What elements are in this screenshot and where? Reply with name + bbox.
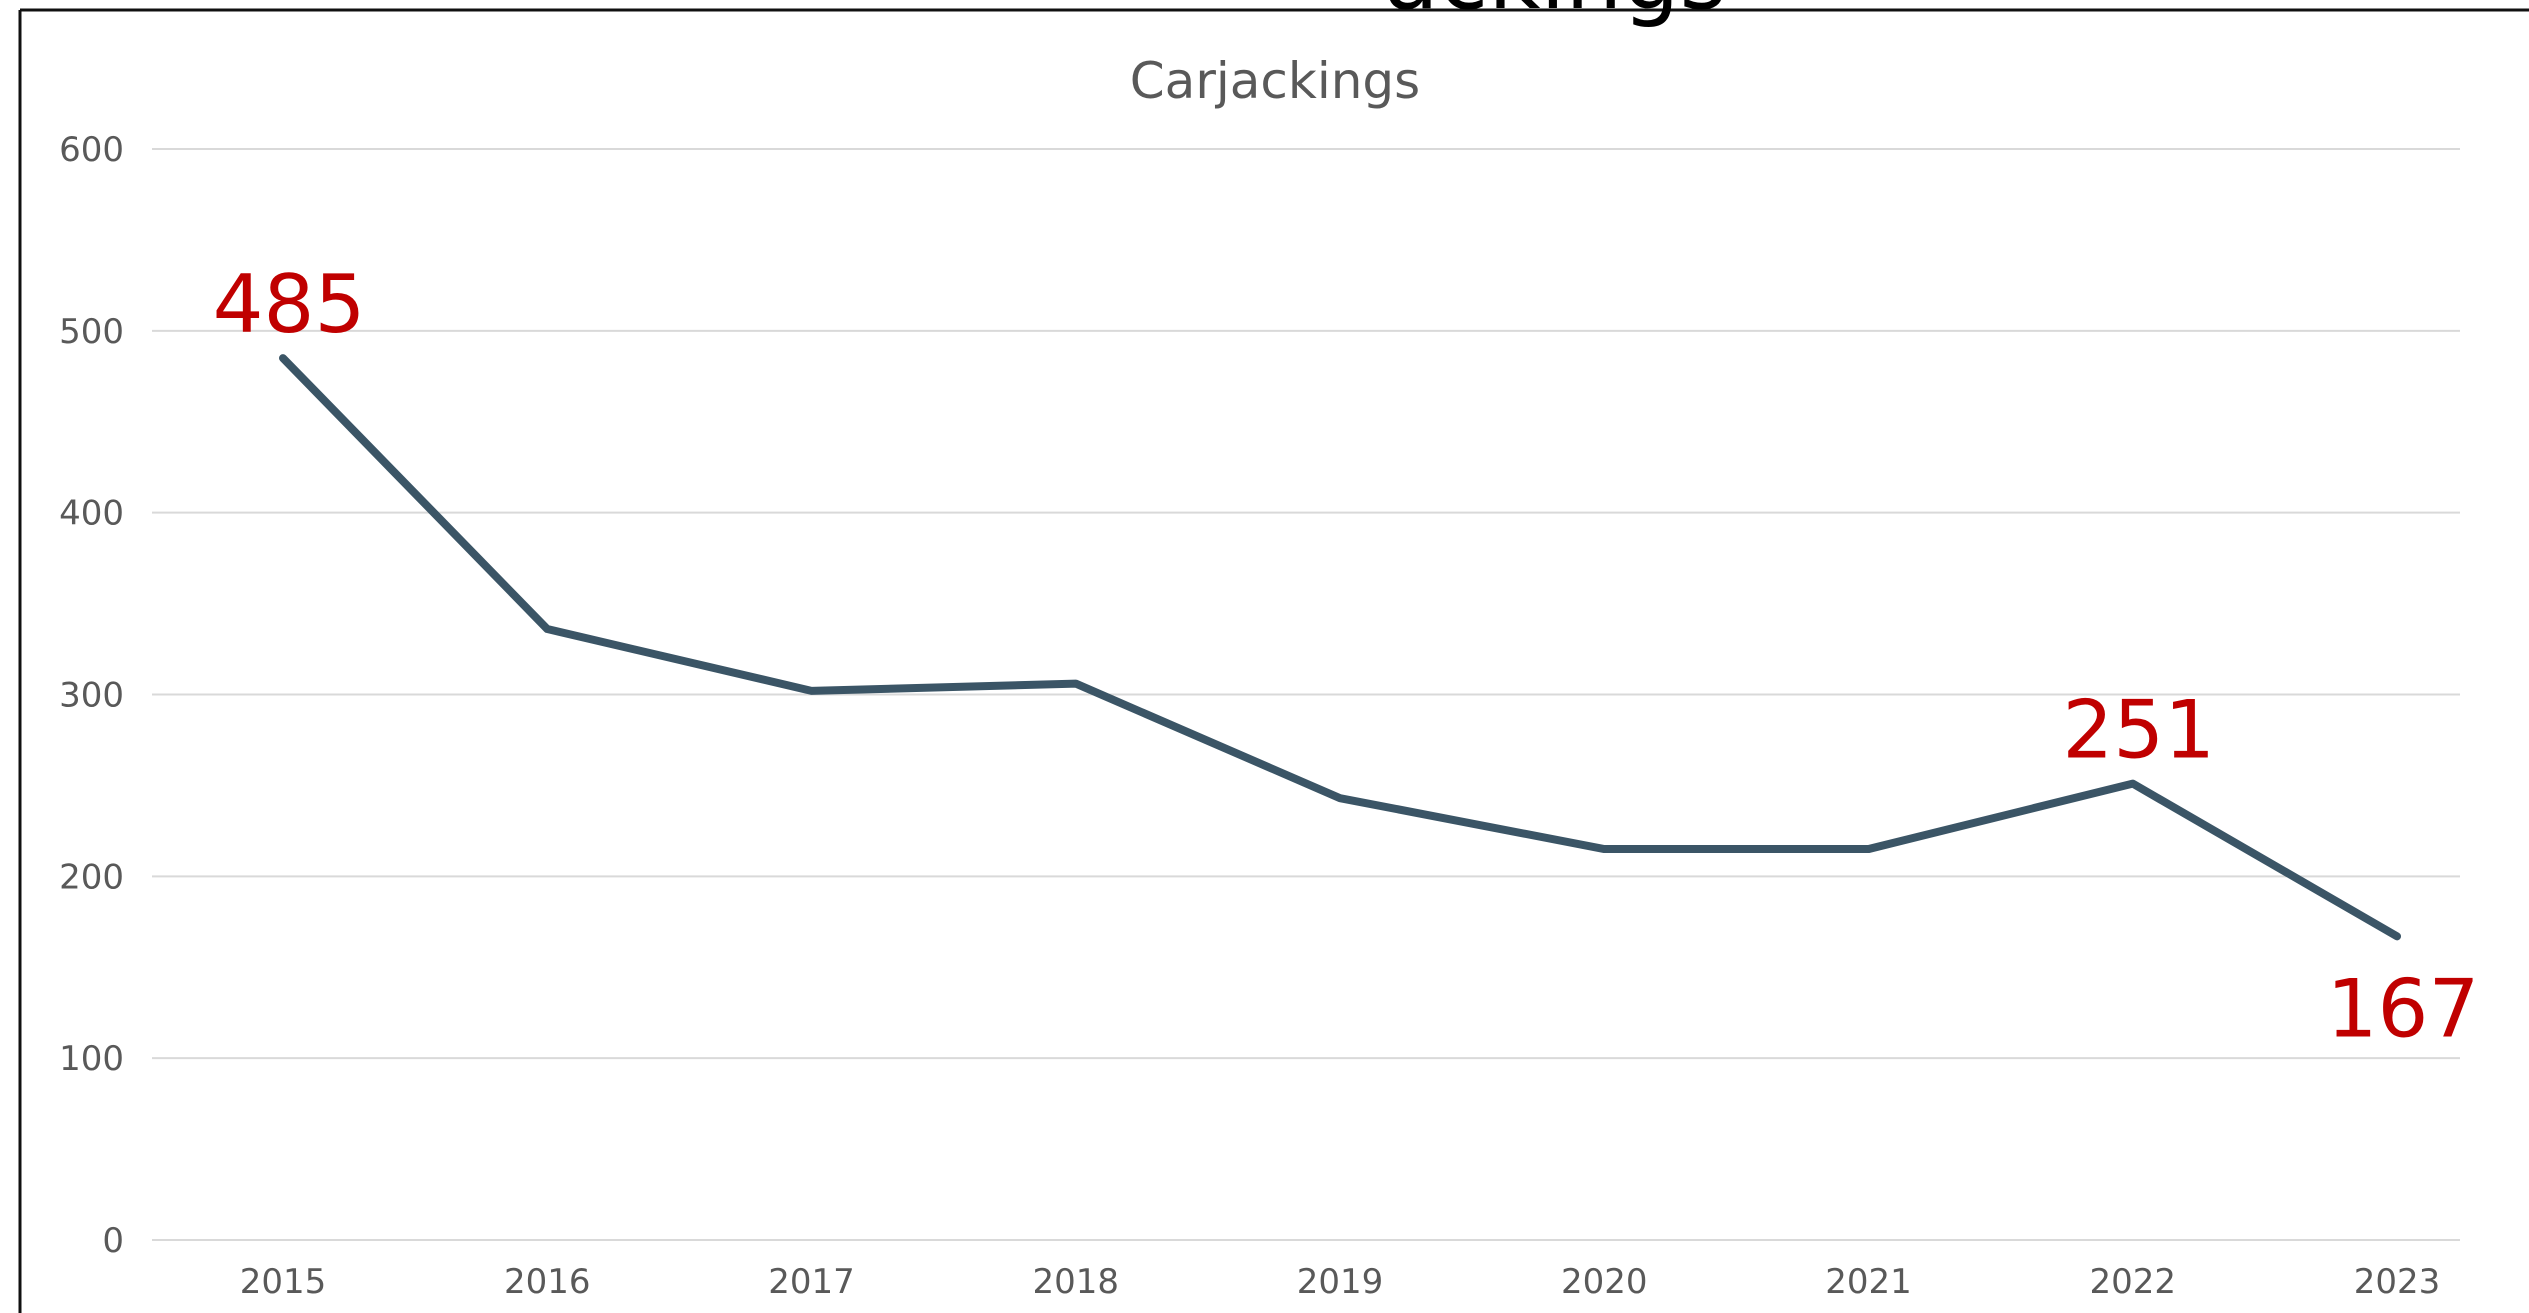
data-label-2022: 251: [2062, 684, 2215, 777]
data-label-2023: 167: [2327, 962, 2480, 1055]
y-tick-label-600: 600: [59, 130, 124, 170]
x-tick-label-2017: 2017: [768, 1262, 855, 1302]
data-labels: 485 251 167: [213, 258, 2480, 1055]
x-tick-label-2020: 2020: [1561, 1262, 1648, 1302]
clipped-header-text: ackings: [1384, 0, 1727, 30]
y-tick-label-100: 100: [59, 1039, 124, 1079]
y-tick-label-400: 400: [59, 494, 124, 534]
data-label-2015: 485: [213, 258, 366, 351]
gridlines: [152, 148, 2460, 1241]
x-tick-label-2015: 2015: [240, 1262, 327, 1302]
x-tick-label-2019: 2019: [1297, 1262, 1384, 1302]
chart-title: Carjackings: [1130, 52, 1420, 110]
x-tick-label-2022: 2022: [2089, 1262, 2176, 1302]
y-tick-label-200: 200: [59, 857, 124, 897]
y-axis-ticks: 0 100 200 300 400 500 600: [59, 130, 124, 1261]
x-tick-label-2023: 2023: [2354, 1262, 2441, 1302]
x-tick-label-2016: 2016: [504, 1262, 591, 1302]
series-layer: [279, 354, 2401, 941]
x-tick-label-2021: 2021: [1825, 1262, 1912, 1302]
x-axis-ticks: 2015 2016 2017 2018 2019 2020 2021 2022 2023: [240, 1262, 2441, 1302]
y-tick-label-300: 300: [59, 676, 124, 716]
x-tick-label-2018: 2018: [1032, 1262, 1119, 1302]
y-tick-label-500: 500: [59, 312, 124, 352]
series-line-0: [279, 354, 2401, 941]
y-tick-label-0: 0: [102, 1221, 124, 1261]
